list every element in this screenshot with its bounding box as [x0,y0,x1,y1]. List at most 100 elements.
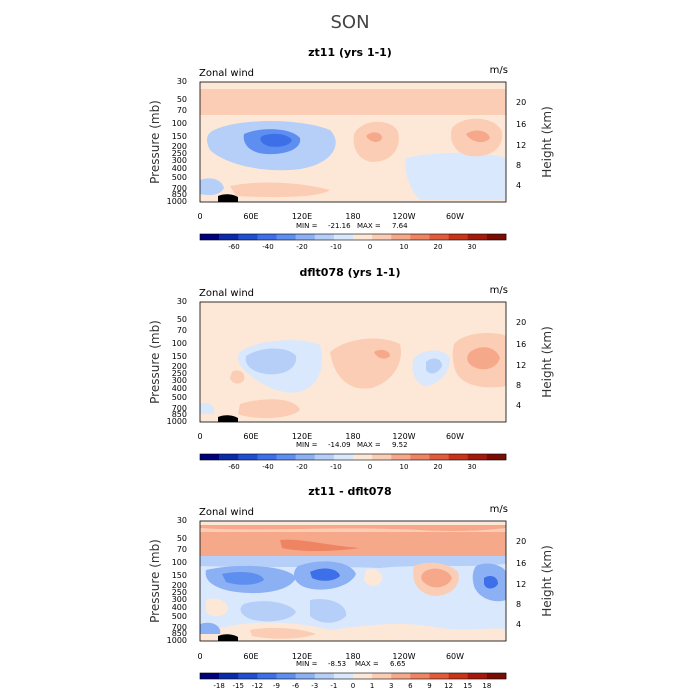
x-tick-label: 60E [243,432,258,441]
colorbar-swatch [238,673,258,679]
y-tick-label: 300 [172,156,187,165]
y-tick-label: 250 [172,588,187,597]
colorbar-label: 20 [434,463,443,471]
colorbar-swatch [410,673,430,679]
y2-tick-label: 4 [516,401,521,410]
y-axis-left: 30 50 70 100 150 200 250 300 400 500 700… [167,77,187,206]
x-tick-label: 120E [292,432,312,441]
colorbar: -60 -40 -20 -10 0 10 20 30 [199,233,507,251]
colorbar-swatch [467,673,488,679]
colorbar-swatch [314,234,335,240]
colorbar-label: -60 [228,463,239,471]
colorbar-swatch [410,454,430,460]
y-tick-label: 50 [177,534,187,543]
colorbar-label: 30 [468,243,477,251]
y-tick-label: 700 [172,404,187,413]
y-tick-label: 400 [172,603,187,612]
x-tick-label: 120E [292,212,312,221]
y-axis-label: Pressure (mb) [148,100,162,184]
colorbar-swatch [295,673,316,679]
min-max-stats: MIN = -8.53 MAX = 6.65 [296,660,406,668]
contour-field [200,521,506,641]
y-tick-label: 850 [172,629,187,638]
colorbar-swatch [429,234,449,240]
min-max-stats: MIN = -21.16 MAX = 7.64 [296,222,408,230]
y-tick-label: 500 [172,393,187,402]
y-tick-label: 150 [172,571,187,580]
colorbar-swatch [448,673,469,679]
max-label: MAX = [357,441,381,449]
colorbar-swatch [257,454,277,460]
colorbar-label: 0 [368,463,372,471]
colorbar-swatch [372,673,392,679]
colorbar-swatch [429,454,449,460]
y-tick-label: 300 [172,595,187,604]
x-axis: 0 60E 120E 180 120W 60W [197,432,464,441]
colorbar-label: -10 [330,243,341,251]
x-tick-label: 180 [345,432,360,441]
y-tick-label: 300 [172,376,187,385]
y-tick-label: 850 [172,410,187,419]
y-tick-label: 50 [177,315,187,324]
colorbar-label: -60 [228,243,239,251]
colorbar-swatch [219,454,239,460]
colorbar-label: 30 [468,463,477,471]
colorbar-swatch [410,234,430,240]
x-axis: 0 60E 120E 180 120W 60W [197,652,464,661]
y-tick-label: 100 [172,119,187,128]
contour-field [200,82,506,202]
y-tick-label: 400 [172,384,187,393]
field-label: Zonal wind [199,288,254,299]
x-tick-label: 60W [446,652,464,661]
colorbar-label: -18 [213,682,224,690]
units-label: m/s [490,504,508,515]
x-tick-label: 180 [345,212,360,221]
y-tick-label: 1000 [167,197,187,206]
colorbar-label: 0 [368,243,372,251]
y-tick-label: 500 [172,612,187,621]
y2-axis-label: Height (km) [540,545,554,616]
colorbar-frame [199,233,507,241]
colorbar-swatch [276,673,296,679]
colorbar-swatch [200,673,220,679]
min-label: MIN = [296,441,318,449]
colorbar-label: 3 [389,682,393,690]
colorbar-swatch [276,454,296,460]
y-tick-label: 100 [172,558,187,567]
y-tick-label: 250 [172,369,187,378]
y-axis-label: Pressure (mb) [148,539,162,623]
y-tick-label: 1000 [167,636,187,645]
panel-2: zt11 - dflt078 Zonal wind m/s [148,485,554,690]
min-value: -8.53 [328,660,346,668]
colorbar-label: 12 [444,682,453,690]
y-tick-label: 850 [172,190,187,199]
colorbar-swatch [333,673,354,679]
max-value: 9.52 [392,441,408,449]
colorbar-swatch [486,673,507,679]
colorbar-swatch [295,454,316,460]
colorbar-frame [199,453,507,461]
units-label: m/s [490,65,508,76]
colorbar-swatch [353,454,373,460]
colorbar-swatch [372,454,392,460]
min-label: MIN = [296,222,318,230]
y-tick-label: 1000 [167,417,187,426]
field-label: Zonal wind [199,507,254,518]
max-value: 6.65 [390,660,406,668]
figure-title: SON [330,12,369,33]
x-axis: 0 60E 120E 180 120W 60W [197,212,464,221]
colorbar-label: 1 [370,682,374,690]
colorbar-swatch [333,234,354,240]
x-tick-label: 60E [243,212,258,221]
x-tick-label: 0 [197,432,202,441]
colorbar-swatch [467,454,488,460]
y-tick-label: 150 [172,352,187,361]
colorbar-label: -10 [330,463,341,471]
y-axis-left: 30 50 70 100 150 200 250 300 400 500 700… [167,297,187,426]
colorbar-label: 9 [427,682,431,690]
x-tick-label: 60E [243,652,258,661]
panel-title: zt11 - dflt078 [308,485,391,498]
colorbar-swatch [391,234,411,240]
colorbar-swatch [200,454,220,460]
